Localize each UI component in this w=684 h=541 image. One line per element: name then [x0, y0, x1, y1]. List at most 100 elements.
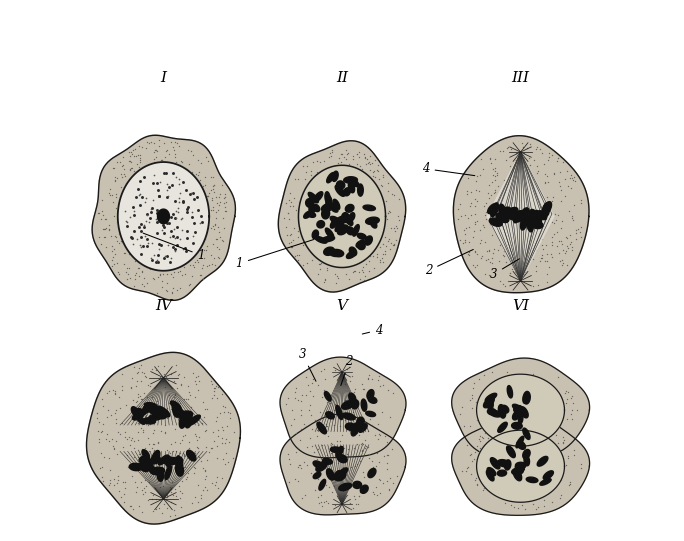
- Point: [549, 219, 560, 228]
- Polygon shape: [323, 458, 332, 464]
- Point: [319, 192, 330, 200]
- Point: [133, 263, 144, 272]
- Polygon shape: [485, 393, 497, 402]
- Point: [192, 245, 202, 254]
- Point: [174, 487, 185, 496]
- Polygon shape: [330, 220, 337, 228]
- Polygon shape: [352, 400, 358, 409]
- Point: [556, 476, 567, 484]
- Point: [357, 247, 368, 256]
- Point: [377, 479, 388, 487]
- Point: [487, 259, 498, 268]
- Point: [543, 458, 554, 467]
- Point: [367, 216, 378, 225]
- Point: [160, 286, 171, 294]
- Point: [200, 475, 211, 484]
- Point: [308, 448, 319, 457]
- Point: [116, 193, 127, 201]
- Point: [563, 387, 574, 396]
- Point: [330, 187, 341, 196]
- Point: [133, 418, 144, 427]
- Point: [508, 217, 519, 226]
- Polygon shape: [499, 405, 505, 418]
- Point: [166, 498, 176, 506]
- Point: [554, 178, 565, 187]
- Point: [388, 389, 399, 398]
- Point: [564, 478, 575, 487]
- Point: [362, 443, 373, 451]
- Point: [502, 440, 513, 448]
- Point: [353, 423, 364, 432]
- Point: [151, 180, 162, 189]
- Point: [332, 235, 343, 243]
- Point: [166, 477, 177, 486]
- Point: [200, 426, 211, 434]
- Point: [179, 452, 189, 461]
- Point: [350, 167, 360, 176]
- Point: [466, 450, 477, 458]
- Point: [479, 270, 490, 279]
- Point: [481, 214, 492, 223]
- Point: [200, 246, 211, 255]
- Point: [343, 262, 354, 270]
- Point: [136, 208, 147, 217]
- Point: [370, 180, 381, 188]
- Point: [106, 411, 117, 420]
- Point: [169, 392, 180, 401]
- Text: V: V: [337, 299, 347, 313]
- Point: [94, 209, 105, 217]
- Point: [170, 360, 181, 369]
- Point: [129, 256, 140, 265]
- Point: [139, 487, 150, 496]
- Point: [365, 151, 376, 160]
- Point: [334, 437, 345, 446]
- Point: [357, 446, 368, 454]
- Point: [510, 197, 521, 206]
- Point: [170, 242, 181, 250]
- Point: [470, 186, 481, 194]
- Point: [493, 470, 504, 478]
- Point: [122, 218, 133, 227]
- Point: [386, 238, 397, 247]
- Point: [176, 214, 187, 223]
- Point: [341, 226, 352, 234]
- Point: [527, 175, 538, 184]
- Point: [503, 197, 514, 206]
- Point: [193, 181, 204, 189]
- Point: [137, 427, 148, 436]
- Point: [330, 366, 341, 374]
- Point: [523, 154, 534, 162]
- Point: [531, 261, 542, 270]
- Point: [208, 240, 219, 249]
- Point: [165, 448, 176, 457]
- Point: [483, 188, 494, 197]
- Point: [124, 263, 135, 272]
- Point: [137, 143, 148, 151]
- Point: [157, 225, 168, 234]
- Polygon shape: [178, 457, 183, 468]
- Point: [152, 400, 163, 408]
- Point: [159, 219, 170, 228]
- Polygon shape: [517, 407, 525, 415]
- Point: [309, 190, 320, 199]
- Point: [181, 183, 192, 192]
- Point: [131, 268, 142, 277]
- Point: [183, 181, 194, 190]
- Point: [557, 438, 568, 447]
- Point: [347, 155, 358, 164]
- Point: [196, 418, 207, 427]
- Point: [480, 199, 491, 207]
- Polygon shape: [529, 220, 543, 229]
- Point: [150, 185, 161, 194]
- Polygon shape: [332, 218, 341, 227]
- Point: [97, 402, 108, 411]
- Point: [485, 258, 496, 266]
- Point: [174, 197, 185, 206]
- Point: [326, 439, 337, 448]
- Point: [503, 462, 514, 471]
- Point: [562, 415, 573, 424]
- Point: [355, 162, 366, 171]
- Point: [367, 159, 378, 168]
- Polygon shape: [321, 208, 330, 219]
- Point: [357, 446, 368, 455]
